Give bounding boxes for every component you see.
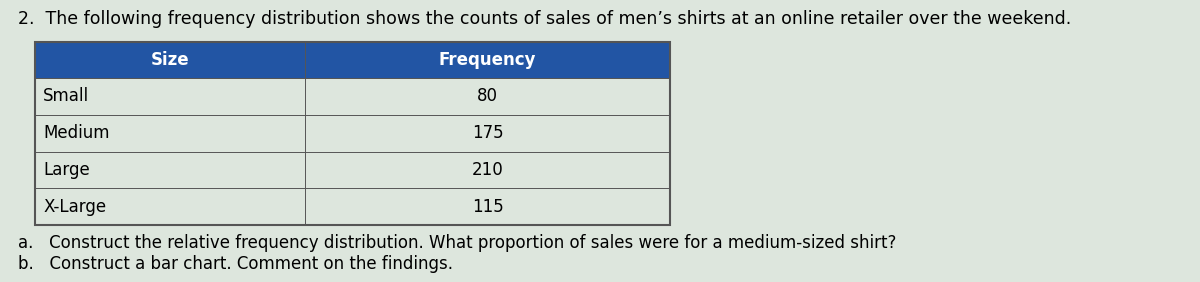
Text: 80: 80 <box>478 87 498 105</box>
Text: X-Large: X-Large <box>43 198 106 216</box>
Text: Large: Large <box>43 161 90 179</box>
Text: Frequency: Frequency <box>439 51 536 69</box>
Text: Small: Small <box>43 87 89 105</box>
Text: 210: 210 <box>472 161 503 179</box>
Text: b.   Construct a bar chart. Comment on the findings.: b. Construct a bar chart. Comment on the… <box>18 255 454 273</box>
Text: Size: Size <box>151 51 190 69</box>
Text: 115: 115 <box>472 198 503 216</box>
Text: Medium: Medium <box>43 124 109 142</box>
Text: 175: 175 <box>472 124 503 142</box>
Text: a.   Construct the relative frequency distribution. What proportion of sales wer: a. Construct the relative frequency dist… <box>18 234 896 252</box>
Text: 2.  The following frequency distribution shows the counts of sales of men’s shir: 2. The following frequency distribution … <box>18 10 1072 28</box>
